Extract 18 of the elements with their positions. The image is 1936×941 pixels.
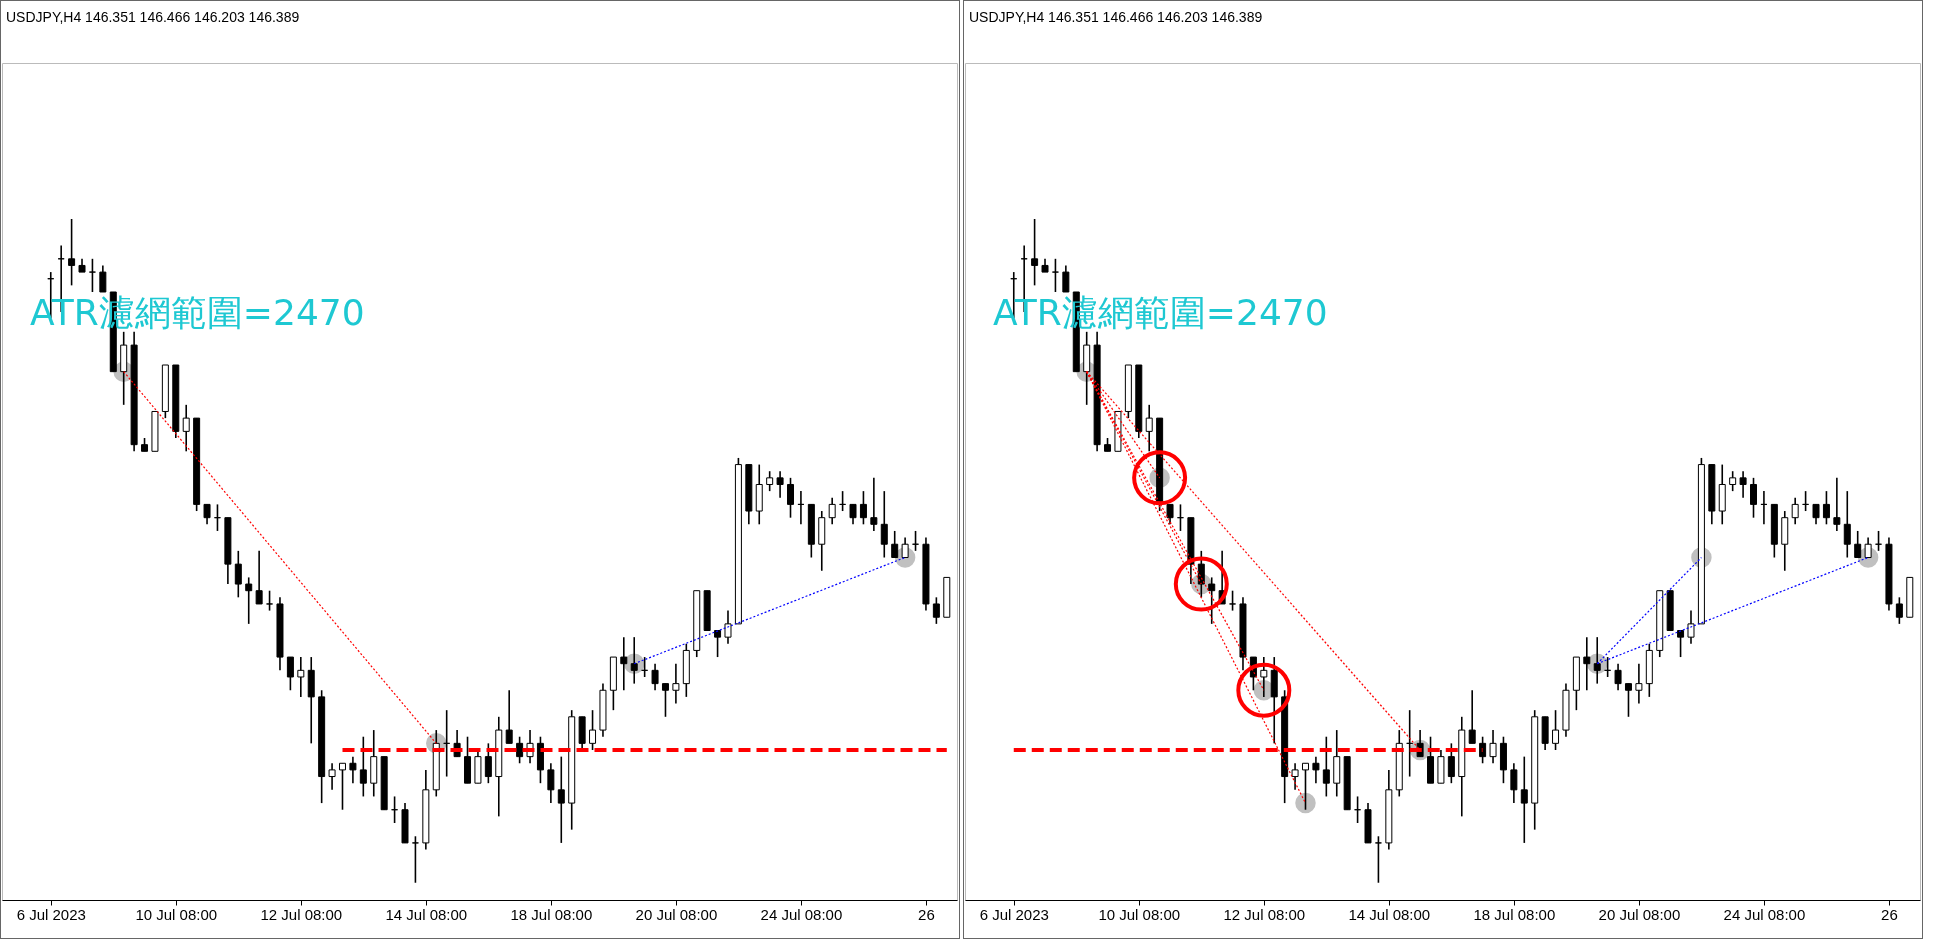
chart-title: USDJPY,H4 146.351 146.466 146.203 146.389 <box>6 9 300 25</box>
x-tick-label: 20 Jul 08:00 <box>1598 905 1681 923</box>
x-tick-label: 24 Jul 08:00 <box>1723 905 1806 923</box>
x-tick-label: 10 Jul 08:00 <box>1098 905 1181 923</box>
x-tick-label: 24 Jul 08:00 <box>760 905 843 923</box>
x-tick-label: 10 Jul 08:00 <box>135 905 218 923</box>
x-tick-label: 6 Jul 2023 <box>16 905 86 923</box>
x-tick-label: 26 <box>1881 905 1898 923</box>
chart-title: USDJPY,H4 146.351 146.466 146.203 146.389 <box>969 9 1263 25</box>
x-tick-label: 12 Jul 08:00 <box>260 905 343 923</box>
x-tick-label: 18 Jul 08:00 <box>1473 905 1556 923</box>
x-tick-label: 20 Jul 08:00 <box>635 905 718 923</box>
x-tick-label: 6 Jul 2023 <box>979 905 1049 923</box>
x-tick-label: 26 <box>918 905 935 923</box>
x-tick-label: 14 Jul 08:00 <box>1348 905 1431 923</box>
x-tick-label: 18 Jul 08:00 <box>510 905 593 923</box>
x-tick-label: 14 Jul 08:00 <box>385 905 468 923</box>
x-tick-label: 12 Jul 08:00 <box>1223 905 1306 923</box>
